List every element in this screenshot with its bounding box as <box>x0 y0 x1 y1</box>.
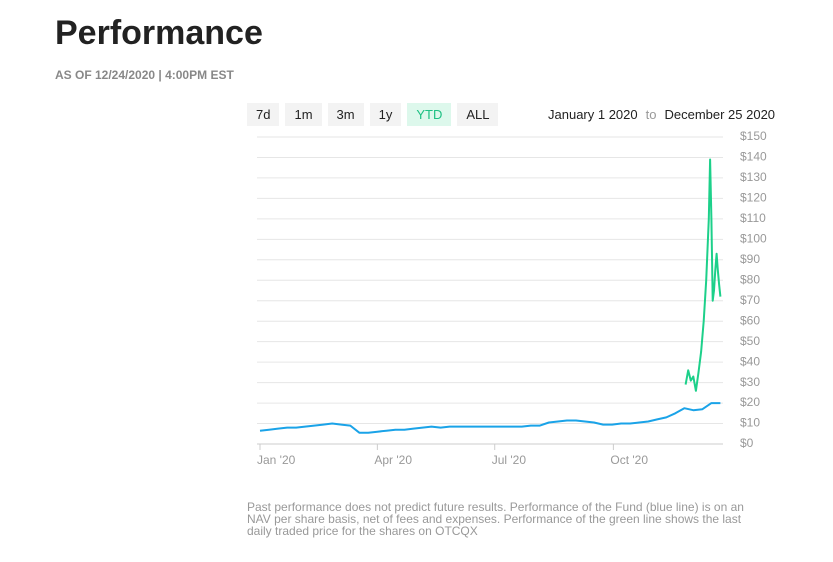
y-tick-label: $10 <box>740 416 760 430</box>
date-from[interactable]: January 1 2020 <box>548 107 638 122</box>
title: Performance <box>55 14 263 52</box>
y-tick-label: $110 <box>740 211 766 225</box>
x-tick-label: Oct '20 <box>610 453 648 467</box>
y-tick-label: $140 <box>740 150 767 164</box>
series-line <box>259 402 721 434</box>
range-button[interactable]: YTD <box>407 103 452 126</box>
y-tick-label: $60 <box>740 313 760 327</box>
y-tick-label: $40 <box>740 354 760 368</box>
footnote: Past performance does not predict future… <box>247 501 744 537</box>
chart: $0 $10 $20 $30 $40 $50 $60 $70 $80 $90 $100 $110 $12… <box>257 129 767 467</box>
series-line <box>684 158 722 392</box>
range-button[interactable]: 7d <box>247 103 280 126</box>
range-button[interactable]: 3m <box>327 103 364 126</box>
footnote-line: NAV per share basis, net of fees and exp… <box>247 512 742 526</box>
subtitle: AS OF 12/24/2020 | 4:00PM EST <box>55 68 234 82</box>
footnote-line: daily traded price for the shares on OTC… <box>247 524 478 538</box>
y-tick-label: $80 <box>740 272 760 286</box>
range-buttons: 7d 1m 3m 1y YTD ALL <box>247 103 499 126</box>
y-tick-label: $20 <box>740 395 760 409</box>
y-tick-label: $90 <box>740 252 760 266</box>
footnote-line: Past performance does not predict future… <box>247 500 744 514</box>
x-tick-label: Apr '20 <box>374 453 412 467</box>
y-tick-label: $0 <box>740 436 754 450</box>
y-tick-label: $130 <box>740 170 767 184</box>
range-button[interactable]: 1y <box>369 103 402 126</box>
date-to[interactable]: December 25 2020 <box>664 107 776 122</box>
x-tick-label: Jul '20 <box>492 453 527 467</box>
y-tick-label: $30 <box>740 375 760 389</box>
y-tick-label: $50 <box>740 334 760 348</box>
y-tick-label: $120 <box>740 191 767 205</box>
range-button[interactable]: ALL <box>457 103 499 126</box>
date-range: January 1 2020 to December 25 2020 <box>548 107 775 122</box>
range-button[interactable]: 1m <box>285 103 322 126</box>
y-tick-label: $100 <box>740 232 767 246</box>
y-tick-label: $150 <box>740 129 767 143</box>
y-tick-label: $70 <box>740 293 760 307</box>
separator: to <box>645 107 657 122</box>
x-tick-label: Jan '20 <box>257 453 296 467</box>
